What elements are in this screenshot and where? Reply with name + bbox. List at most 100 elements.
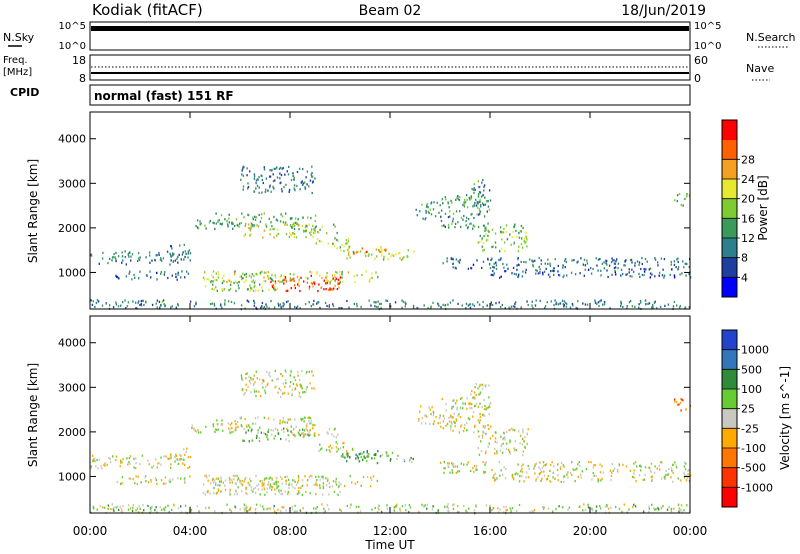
heatmap-cell bbox=[426, 202, 429, 205]
heatmap-cell bbox=[298, 228, 300, 231]
heatmap-cell bbox=[156, 254, 158, 257]
heatmap-cell bbox=[156, 482, 158, 486]
heatmap-cell bbox=[561, 506, 564, 509]
heatmap-cell bbox=[593, 474, 595, 477]
heatmap-cell bbox=[212, 221, 214, 224]
heatmap-cell bbox=[137, 259, 139, 263]
heatmap-cell bbox=[490, 303, 492, 306]
heatmap-cell bbox=[91, 303, 94, 306]
heatmap-cell bbox=[283, 391, 286, 394]
heatmap-cell bbox=[552, 510, 554, 513]
heatmap-cell bbox=[669, 273, 671, 276]
heatmap-cell bbox=[492, 245, 494, 248]
heatmap-cell bbox=[555, 508, 557, 511]
heatmap-cell bbox=[547, 507, 550, 510]
heatmap-cell bbox=[291, 226, 293, 229]
heatmap-cell bbox=[276, 234, 278, 237]
heatmap-cell bbox=[399, 257, 401, 260]
colorbar-swatch bbox=[722, 467, 737, 488]
colorbar-swatch bbox=[722, 139, 737, 160]
heatmap-cell bbox=[293, 277, 295, 280]
heatmap-cell bbox=[265, 385, 267, 388]
heatmap-cell bbox=[542, 507, 545, 510]
heatmap-cell bbox=[272, 185, 274, 188]
heatmap-cell bbox=[256, 273, 258, 276]
heatmap-cell bbox=[183, 463, 186, 466]
heatmap-cell bbox=[288, 440, 290, 443]
heatmap-cell bbox=[431, 406, 433, 409]
heatmap-cell bbox=[389, 459, 391, 462]
heatmap-cell bbox=[291, 505, 293, 508]
heatmap-cell bbox=[104, 464, 106, 467]
heatmap-cell bbox=[358, 453, 360, 456]
heatmap-cell bbox=[628, 301, 631, 304]
heatmap-cell bbox=[288, 190, 290, 193]
heatmap-cell bbox=[460, 225, 462, 228]
heatmap-cell bbox=[679, 273, 681, 276]
heatmap-cell bbox=[273, 306, 276, 309]
heatmap-cell bbox=[512, 230, 514, 233]
heatmap-cell bbox=[545, 463, 547, 466]
heatmap-cell bbox=[335, 270, 337, 273]
heatmap-cell bbox=[469, 306, 472, 309]
heatmap-cell bbox=[518, 263, 520, 267]
heatmap-cell bbox=[124, 250, 126, 253]
heatmap-cell bbox=[308, 287, 311, 290]
heatmap-cell bbox=[98, 262, 100, 265]
heatmap-cell bbox=[277, 232, 280, 235]
heatmap-cell bbox=[543, 470, 545, 473]
heatmap-cell bbox=[318, 449, 320, 452]
heatmap-cell bbox=[140, 299, 142, 303]
heatmap-cell bbox=[452, 416, 454, 419]
heatmap-cell bbox=[520, 224, 523, 228]
heatmap-cell bbox=[359, 250, 362, 253]
heatmap-cell bbox=[246, 506, 248, 509]
heatmap-cell bbox=[443, 471, 445, 474]
heatmap-cell bbox=[559, 467, 562, 470]
heatmap-cell bbox=[311, 427, 314, 430]
heatmap-cell bbox=[260, 273, 262, 276]
heatmap-cell bbox=[180, 511, 183, 514]
heatmap-cell bbox=[170, 255, 172, 258]
heatmap-cell bbox=[463, 427, 466, 430]
heatmap-cell bbox=[680, 508, 682, 511]
heatmap-cell bbox=[189, 475, 191, 478]
heatmap-cell bbox=[543, 270, 546, 273]
heatmap-cell bbox=[652, 306, 654, 309]
heatmap-cell bbox=[286, 289, 288, 292]
heatmap-cell bbox=[282, 167, 285, 170]
heatmap-cell bbox=[246, 424, 248, 427]
heatmap-cell bbox=[477, 419, 479, 422]
x-tick-label: 00:00 bbox=[73, 524, 108, 538]
heatmap-cell bbox=[512, 428, 514, 431]
heatmap-cell bbox=[243, 428, 245, 431]
heatmap-cell bbox=[467, 461, 469, 464]
heatmap-cell bbox=[598, 304, 600, 308]
heatmap-cell bbox=[486, 407, 488, 410]
heatmap-cell bbox=[245, 373, 247, 376]
heatmap-cell bbox=[312, 374, 314, 377]
heatmap-cell bbox=[205, 227, 207, 230]
heatmap-cell bbox=[183, 480, 186, 483]
heatmap-cell bbox=[235, 423, 237, 426]
heatmap-cell bbox=[216, 289, 218, 292]
heatmap-cell bbox=[622, 305, 624, 308]
heatmap-cell bbox=[571, 473, 573, 476]
heatmap-cell bbox=[466, 206, 469, 209]
heatmap-cell bbox=[333, 287, 335, 290]
heatmap-cell bbox=[281, 482, 284, 485]
heatmap-cell bbox=[485, 228, 487, 231]
heatmap-cell bbox=[300, 384, 302, 387]
heatmap-cell bbox=[478, 421, 481, 424]
heatmap-cell bbox=[213, 287, 216, 290]
heatmap-cell bbox=[302, 435, 305, 439]
heatmap-cell bbox=[436, 201, 438, 204]
heatmap-cell bbox=[451, 222, 453, 225]
heatmap-cell bbox=[499, 306, 502, 309]
heatmap-cell bbox=[264, 389, 266, 392]
heatmap-cell bbox=[527, 476, 530, 479]
heatmap-cell bbox=[185, 270, 188, 273]
heatmap-cell bbox=[163, 273, 166, 276]
heatmap-cell bbox=[280, 305, 282, 308]
heatmap-cell bbox=[333, 435, 335, 438]
